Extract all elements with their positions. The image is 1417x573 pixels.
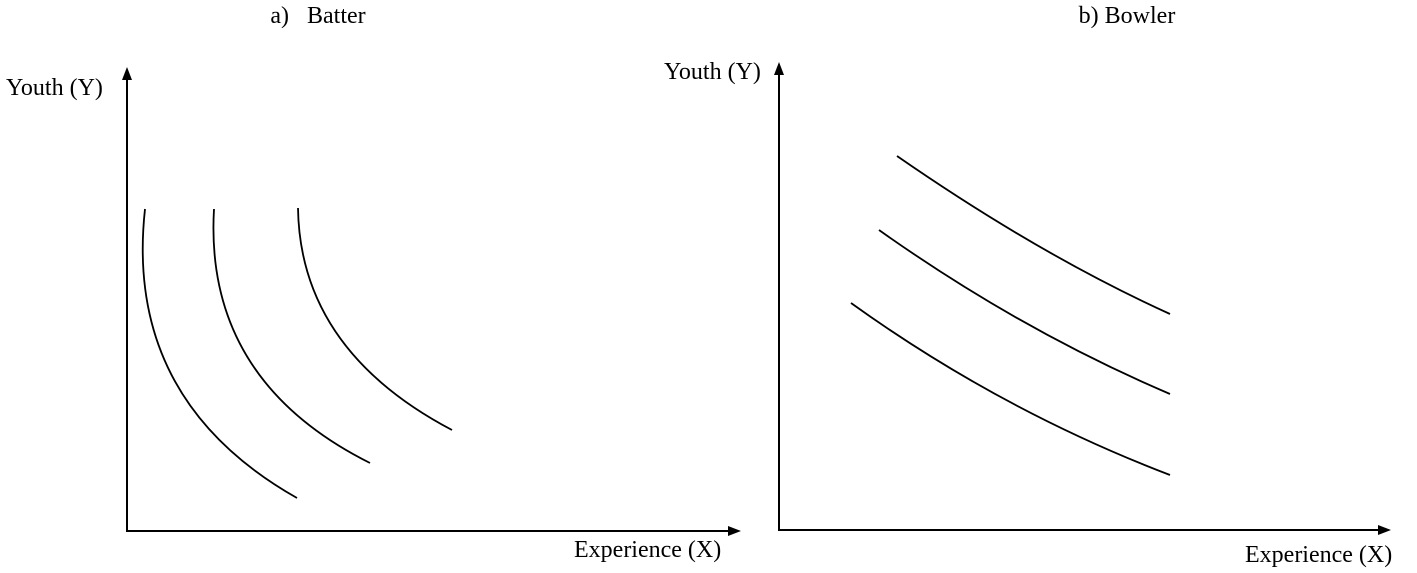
panel-batter-y-axis-label: Youth (Y) bbox=[6, 75, 103, 101]
panel-batter: a) Batter Youth (Y) Experience (X) bbox=[6, 3, 741, 563]
panel-batter-y-axis-arrow bbox=[122, 67, 132, 80]
panel-bowler-y-axis-arrow bbox=[774, 62, 784, 75]
panel-bowler-curve-2 bbox=[878, 229, 1171, 395]
panel-batter-curve-2 bbox=[212, 208, 371, 464]
panel-batter-curve-1 bbox=[141, 208, 298, 499]
panel-bowler-y-axis-label: Youth (Y) bbox=[664, 59, 761, 85]
panel-bowler-curve-1 bbox=[850, 302, 1171, 476]
panel-bowler-x-axis-label: Experience (X) bbox=[1245, 542, 1392, 568]
panel-batter-curve-3 bbox=[297, 207, 453, 431]
panel-batter-x-axis-label: Experience (X) bbox=[574, 537, 721, 563]
panel-bowler-title: b) Bowler bbox=[1079, 3, 1176, 29]
panel-bowler-x-axis-arrow bbox=[1378, 525, 1391, 535]
panel-batter-x-axis-arrow bbox=[728, 526, 741, 536]
panel-bowler: b) Bowler Youth (Y) Experience (X) bbox=[664, 3, 1392, 568]
panel-batter-title: a) Batter bbox=[270, 3, 365, 29]
panel-bowler-curve-3 bbox=[896, 155, 1171, 315]
